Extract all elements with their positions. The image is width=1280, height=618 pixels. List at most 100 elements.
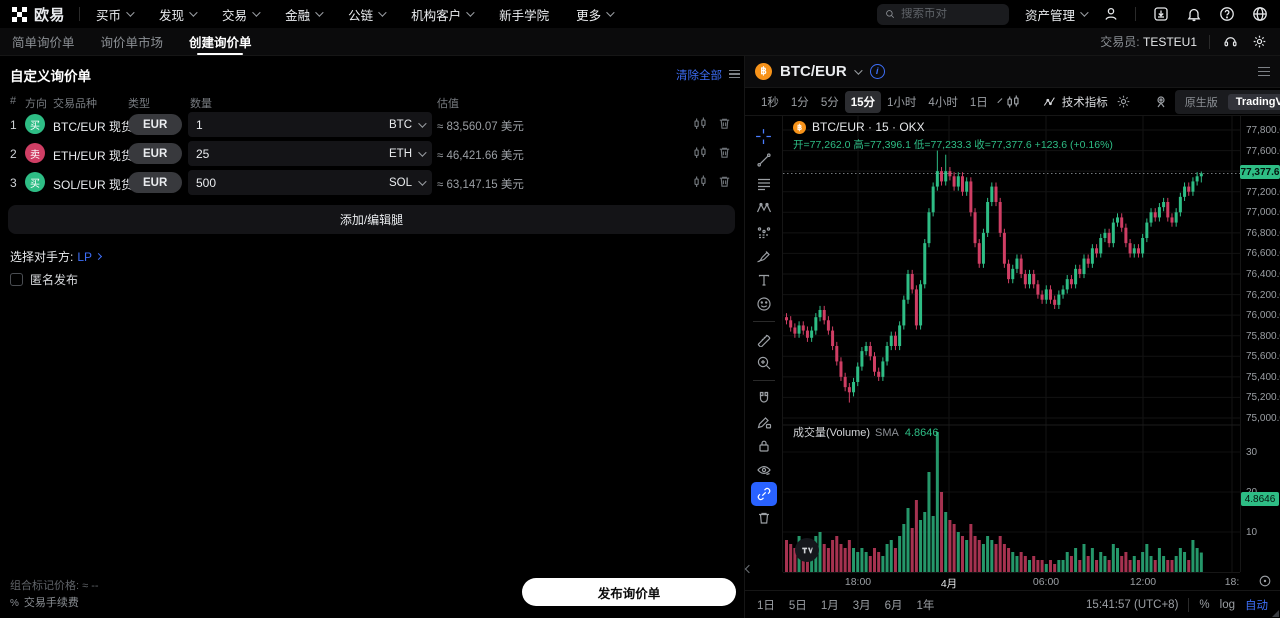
nav-item-3[interactable]: 金融 — [285, 5, 324, 24]
nav-item-1[interactable]: 发现 — [159, 5, 198, 24]
amount-input[interactable] — [196, 117, 389, 132]
delete-leg-icon[interactable] — [717, 116, 734, 133]
range-1年[interactable]: 1年 — [916, 599, 935, 612]
amount-input[interactable] — [196, 146, 389, 161]
candle-chart-icon[interactable] — [692, 145, 709, 162]
volume-legend: 成交量(Volume) SMA 4.8646 — [793, 424, 939, 440]
nav-item-2[interactable]: 交易 — [222, 5, 261, 24]
settings-gear-icon[interactable] — [1251, 33, 1268, 50]
delete-leg-icon[interactable] — [717, 174, 734, 191]
pair-link[interactable]: ETH/EUR 现货 — [53, 149, 134, 163]
log-scale-button[interactable]: log — [1219, 598, 1235, 611]
type-pill[interactable]: EUR — [128, 143, 183, 164]
scroll-to-live-icon[interactable] — [1258, 574, 1272, 591]
projection-tool-icon[interactable] — [751, 220, 777, 244]
download-icon[interactable] — [1152, 6, 1169, 23]
clear-all-link[interactable]: 清除全部 — [676, 70, 722, 82]
chevron-right-icon[interactable] — [94, 252, 103, 261]
info-icon[interactable]: i — [869, 64, 885, 79]
auto-scale-button[interactable]: 自动 — [1245, 599, 1268, 612]
measure-tool-icon[interactable] — [751, 327, 777, 351]
zoom-in-tool-icon[interactable] — [751, 351, 777, 375]
remove-drawings-tool-icon[interactable] — [751, 506, 777, 530]
percent-scale-button[interactable]: % — [1199, 598, 1210, 611]
native-version-tab[interactable]: 原生版 — [1184, 96, 1218, 109]
sync-drawings-tool-icon[interactable] — [750, 482, 777, 506]
okx-logo[interactable]: 欧易 — [12, 4, 65, 25]
candle-chart-icon[interactable] — [692, 116, 709, 133]
subtab-0[interactable]: 简单询价单 — [12, 36, 75, 50]
fib-retracement-tool-icon[interactable] — [751, 172, 777, 196]
range-5日[interactable]: 5日 — [788, 599, 807, 612]
range-6月[interactable]: 6月 — [884, 599, 903, 612]
interval-1日[interactable]: 1日 — [969, 96, 988, 109]
chart-symbol[interactable]: BTC/EUR — [780, 63, 847, 80]
range-1月[interactable]: 1月 — [820, 599, 839, 612]
chevron-down-icon[interactable] — [853, 65, 863, 75]
type-pill[interactable]: EUR — [128, 114, 183, 135]
pair-search[interactable] — [876, 3, 1009, 25]
unit-selector[interactable]: BTC — [389, 119, 427, 131]
notifications-icon[interactable] — [1185, 6, 1202, 23]
amount-field[interactable]: SOL — [188, 170, 432, 195]
indicators-button[interactable]: 技术指标 — [1043, 94, 1108, 110]
tradingview-tab[interactable]: TradingView — [1227, 93, 1280, 110]
panel-menu-icon[interactable] — [729, 68, 740, 80]
nav-item-5[interactable]: 机构客户 — [411, 5, 475, 24]
subtab-1[interactable]: 询价单市场 — [100, 36, 164, 50]
emoji-tool-icon[interactable] — [751, 292, 777, 316]
mark-price-block: 组合标记价格: ≈ -- % 交易手续费 — [10, 579, 99, 611]
interval-1秒[interactable]: 1秒 — [761, 96, 779, 109]
text-tool-icon[interactable] — [751, 268, 777, 292]
support-icon[interactable] — [1222, 33, 1239, 50]
unit-selector[interactable]: ETH — [389, 148, 427, 160]
interval-4小时[interactable]: 4小时 — [928, 96, 958, 109]
crosshair-tool-icon[interactable] — [751, 124, 777, 148]
delete-leg-icon[interactable] — [717, 145, 734, 162]
subtab-2[interactable]: 创建询价单 — [189, 28, 252, 55]
assets-menu[interactable]: 资产管理 — [1025, 5, 1089, 24]
chart-menu-icon[interactable] — [1258, 65, 1270, 79]
range-1日[interactable]: 1日 — [757, 599, 775, 612]
chart-settings-gear-icon[interactable] — [1116, 93, 1131, 111]
help-icon[interactable] — [1218, 6, 1235, 23]
interval-1小时[interactable]: 1小时 — [887, 96, 917, 109]
draw-lock-tool-icon[interactable] — [751, 410, 777, 434]
candle-chart-icon[interactable] — [692, 174, 709, 191]
amount-input[interactable] — [196, 175, 389, 190]
resize-corner-handle[interactable] — [1272, 610, 1279, 617]
range-3月[interactable]: 3月 — [852, 599, 871, 612]
chart-type-candles-icon[interactable] — [1005, 93, 1021, 111]
language-globe-icon[interactable] — [1251, 6, 1268, 23]
publish-rfq-button[interactable]: 发布询价单 — [522, 578, 736, 606]
rfq-tabs: 简单询价单 询价单市场 创建询价单 — [12, 28, 252, 55]
time-axis[interactable]: 18:00 4月 06:00 12:00 18: — [783, 572, 1240, 590]
lock-all-tool-icon[interactable] — [751, 434, 777, 458]
interval-15分[interactable]: 15分 — [844, 90, 882, 113]
hide-drawings-tool-icon[interactable] — [751, 458, 777, 482]
type-pill[interactable]: EUR — [128, 172, 183, 193]
counterparty-value-link[interactable]: LP — [77, 249, 93, 264]
magnet-tool-icon[interactable] — [751, 386, 777, 410]
brush-tool-icon[interactable] — [751, 244, 777, 268]
nav-item-0[interactable]: 买币 — [96, 5, 135, 24]
snapshot-icon[interactable] — [1153, 93, 1169, 111]
nav-item-7[interactable]: 更多 — [576, 5, 615, 24]
pair-link[interactable]: SOL/EUR 现货 — [53, 178, 134, 192]
unit-selector[interactable]: SOL — [389, 177, 427, 189]
amount-field[interactable]: ETH — [188, 141, 432, 166]
pair-link[interactable]: BTC/EUR 现货 — [53, 120, 134, 134]
interval-5分[interactable]: 5分 — [820, 96, 839, 109]
candlestick-chart[interactable] — [783, 116, 1240, 572]
interval-dropdown-icon[interactable] — [997, 97, 1003, 103]
interval-1分[interactable]: 1分 — [790, 96, 809, 109]
amount-field[interactable]: BTC — [188, 112, 432, 137]
xabcd-pattern-tool-icon[interactable] — [751, 196, 777, 220]
trendline-tool-icon[interactable] — [751, 148, 777, 172]
anonymous-checkbox[interactable] — [10, 273, 23, 286]
profile-icon[interactable] — [1102, 6, 1119, 23]
search-input[interactable] — [900, 8, 1001, 20]
add-edit-legs-button[interactable]: 添加/编辑腿 — [8, 205, 735, 234]
nav-item-4[interactable]: 公链 — [348, 5, 387, 24]
nav-item-6[interactable]: 新手学院 — [499, 8, 550, 23]
